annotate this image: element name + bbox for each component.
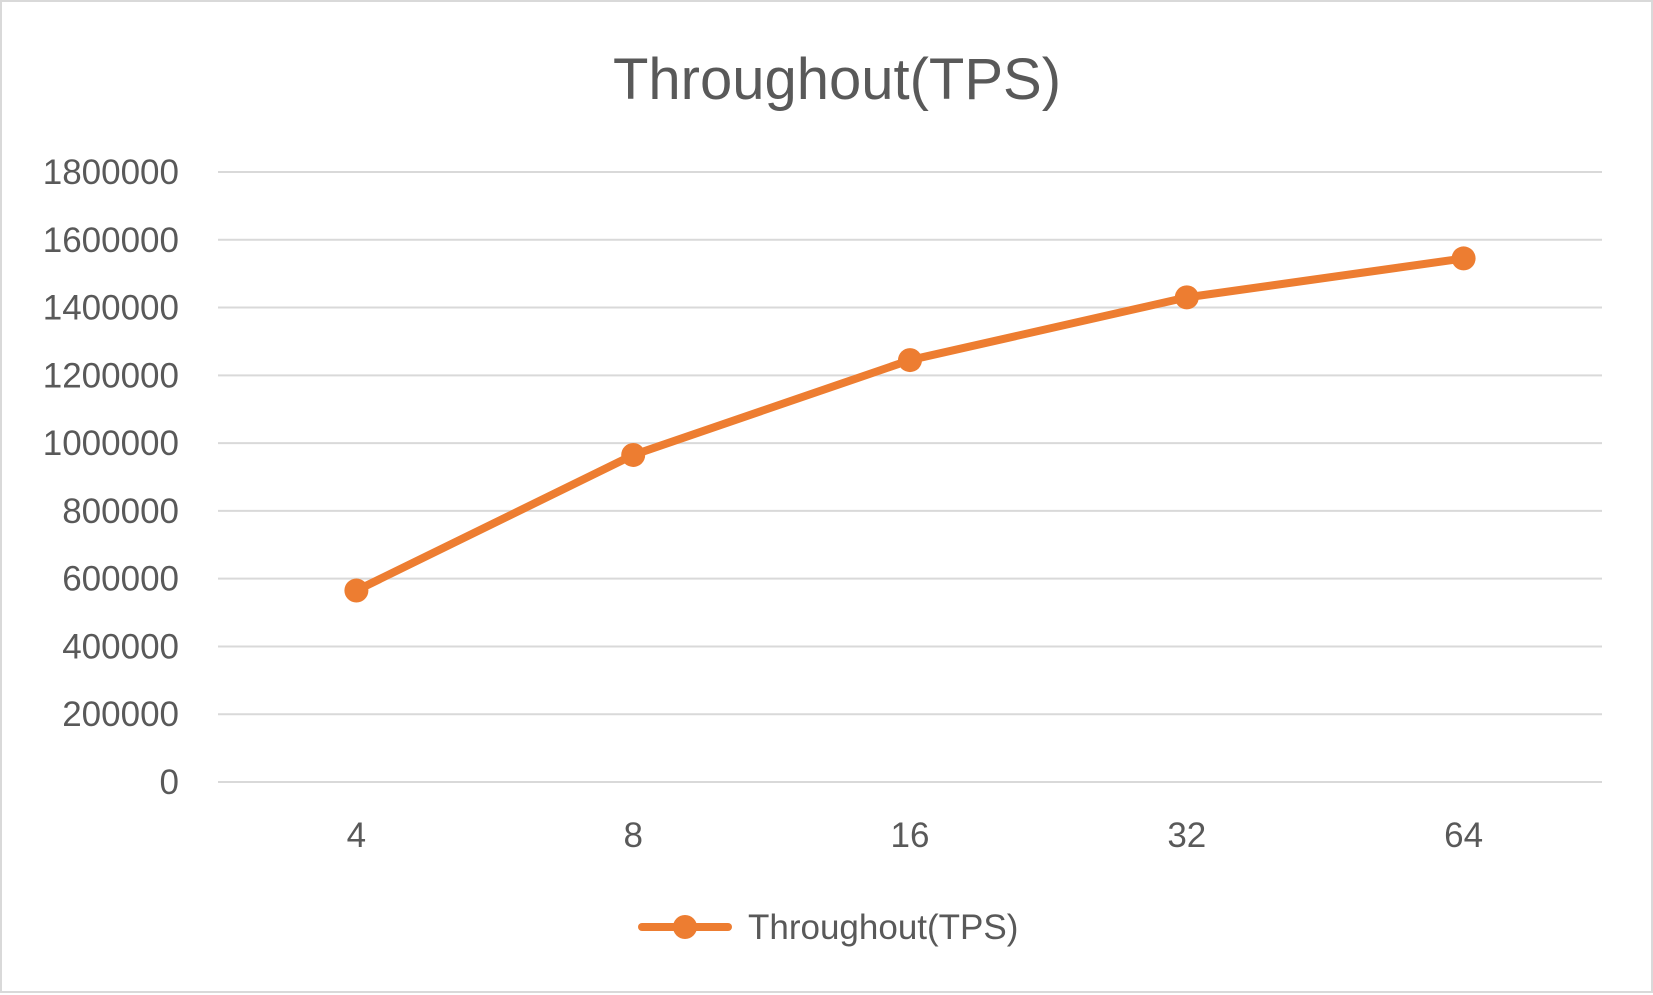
data-point (344, 578, 369, 603)
y-tick-label: 1600000 (43, 221, 179, 260)
y-tick-label: 1200000 (43, 356, 179, 395)
gridlines (218, 171, 1602, 783)
y-tick-label: 600000 (62, 560, 179, 599)
y-tick-label: 1000000 (43, 424, 179, 463)
y-tick-label: 1800000 (43, 153, 179, 192)
legend-label: Throughout(TPS) (748, 908, 1018, 947)
x-tick-label: 32 (1167, 816, 1206, 855)
y-tick-label: 800000 (62, 492, 179, 531)
x-tick-label: 8 (623, 816, 642, 855)
data-point (621, 442, 646, 467)
y-tick-label: 400000 (62, 627, 179, 666)
legend-marker (673, 915, 697, 939)
x-tick-label: 16 (891, 816, 930, 855)
legend: Throughout(TPS) (638, 908, 1018, 947)
data-point (898, 348, 922, 373)
x-axis-tick-labels: 4 8 16 32 64 (347, 816, 1483, 855)
y-tick-label: 200000 (62, 695, 179, 734)
x-tick-label: 64 (1444, 816, 1483, 855)
data-point (1451, 246, 1476, 271)
y-tick-label: 0 (160, 763, 179, 802)
chart-title: Throughout(TPS) (613, 47, 1061, 112)
x-tick-label: 4 (347, 816, 366, 855)
series-layer (344, 246, 1476, 603)
y-axis-tick-labels: 0 200000 400000 600000 800000 1000000 1200000 1… (43, 153, 179, 802)
data-point (1174, 285, 1199, 310)
y-tick-label: 1400000 (43, 289, 179, 328)
